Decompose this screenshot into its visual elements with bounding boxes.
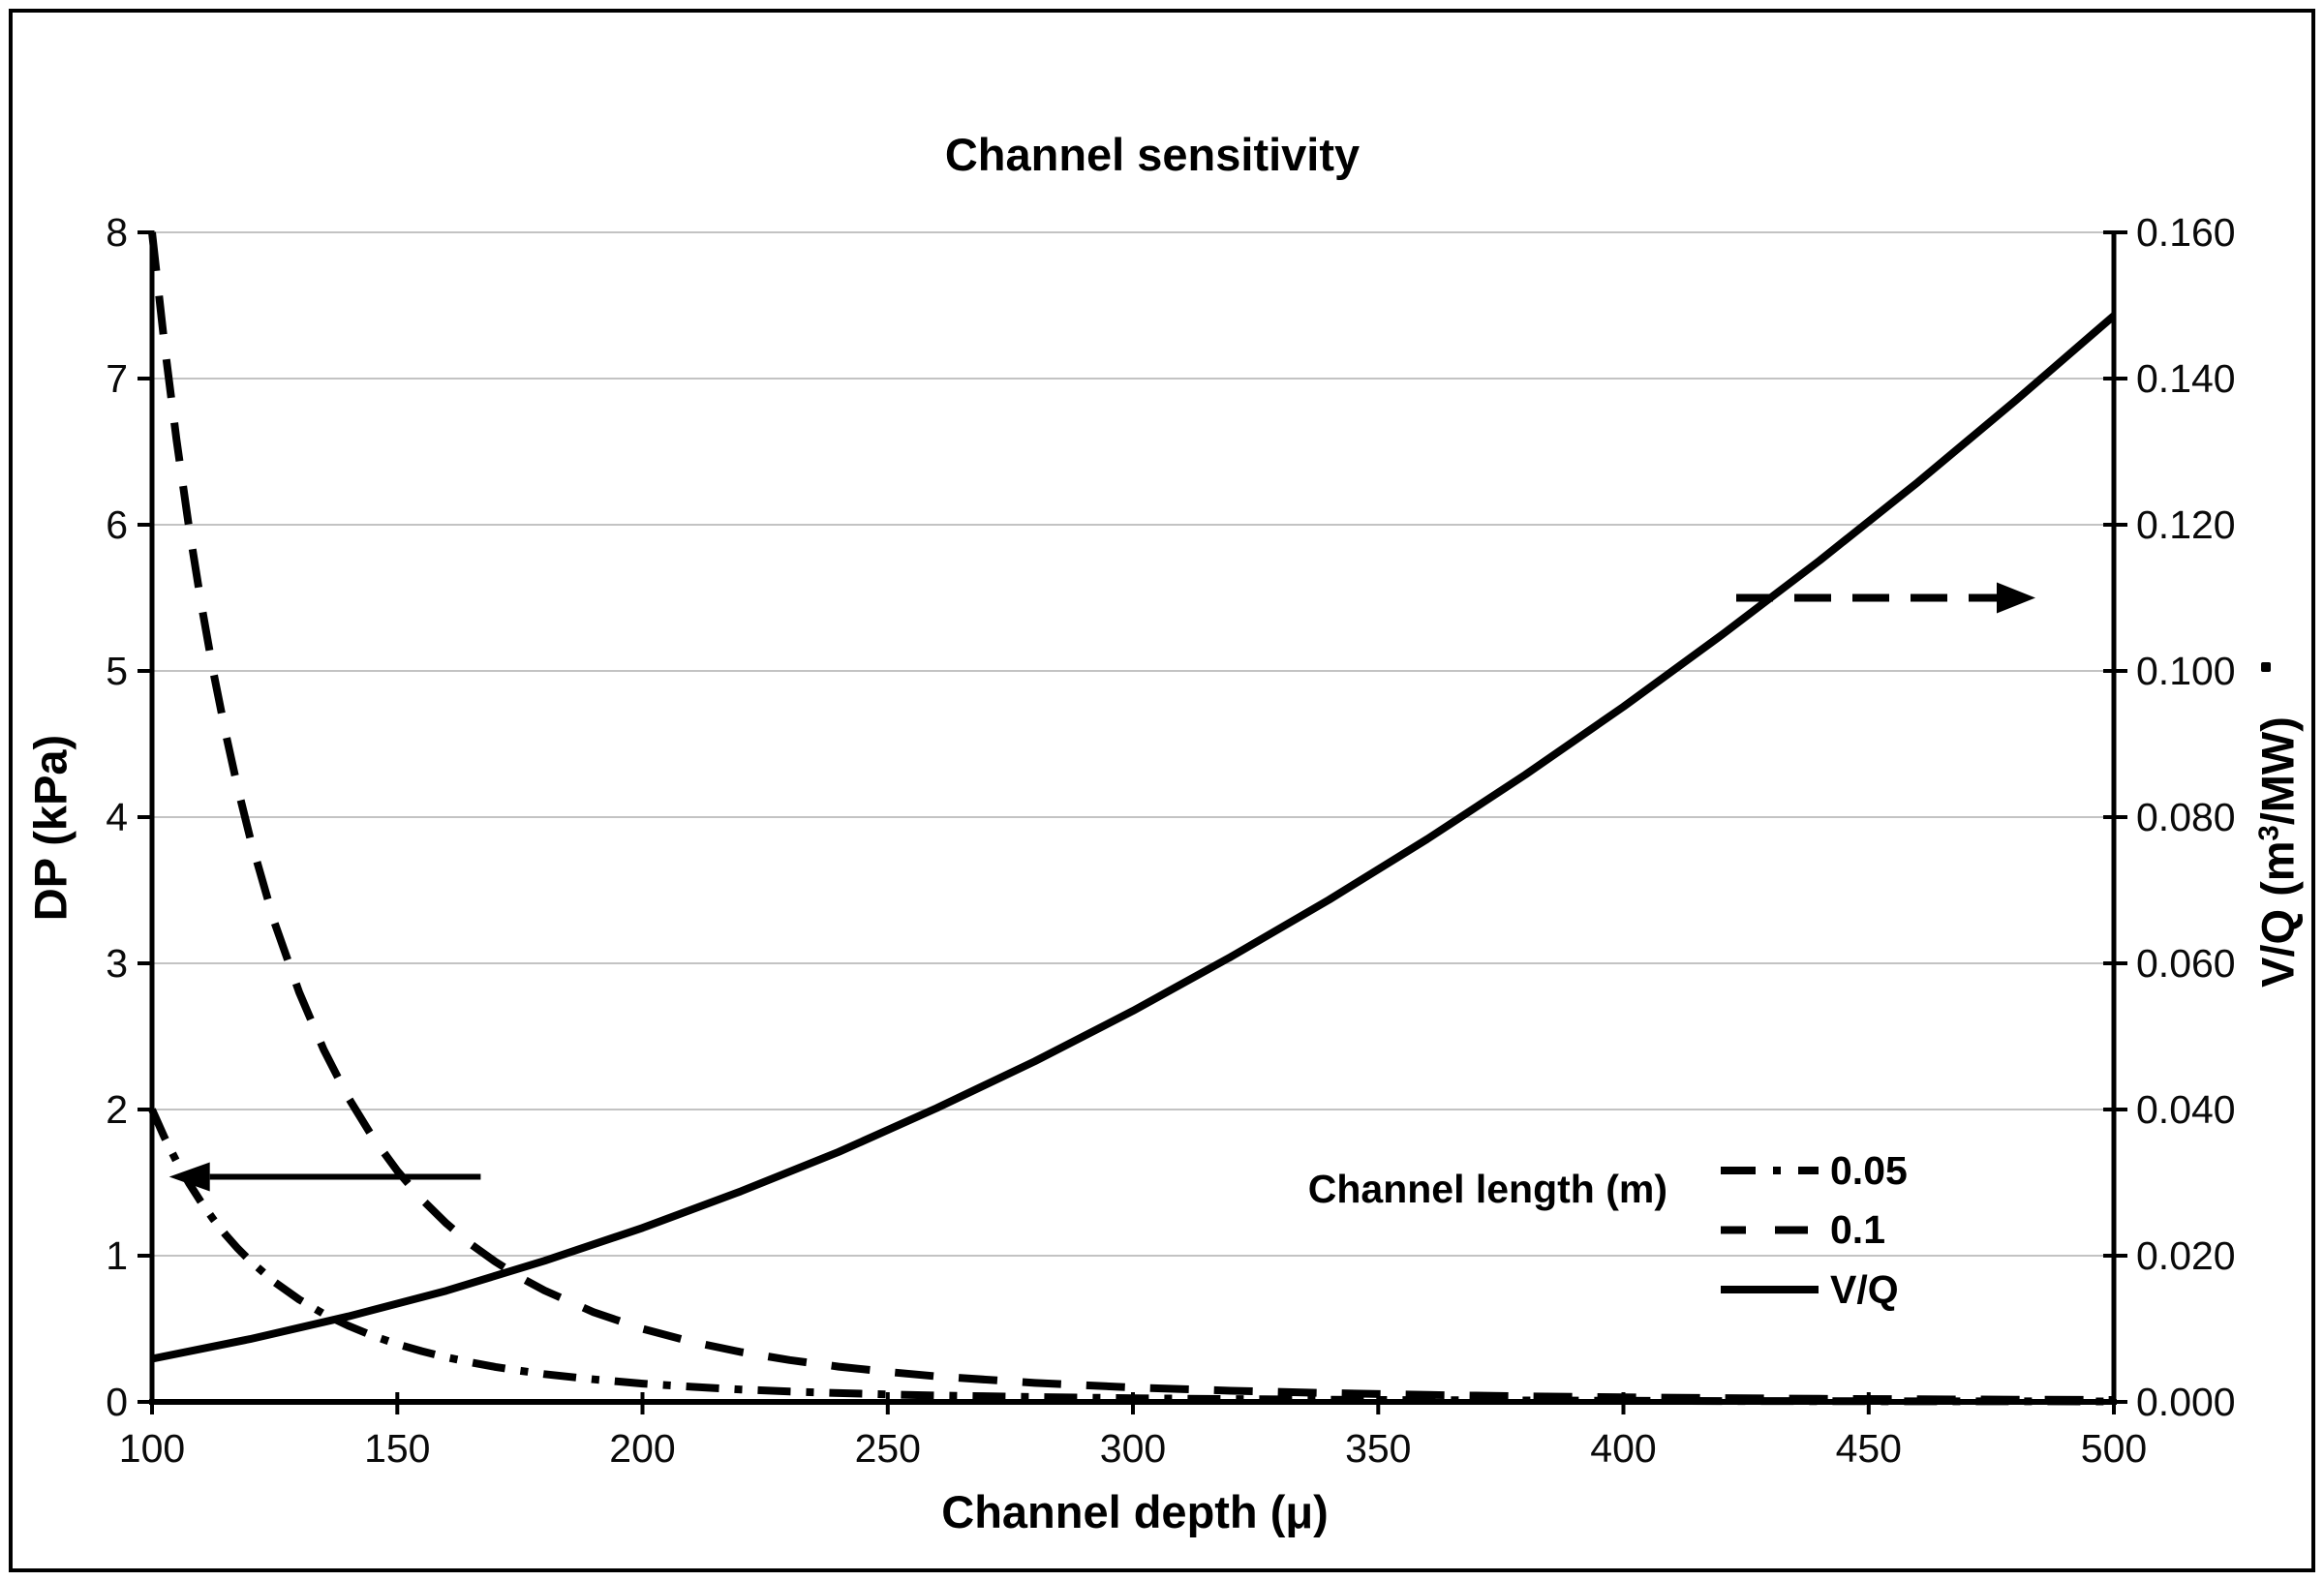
x-axis-tick-label: 350 — [1345, 1426, 1412, 1471]
x-axis-tick-label: 400 — [1590, 1426, 1657, 1471]
series-line-V-Q — [151, 313, 2117, 1363]
y-left-tick-label: 6 — [106, 502, 128, 547]
legend-title: Channel length (m) — [1307, 1167, 1667, 1211]
y-right-tick-label: 0.120 — [2136, 502, 2236, 547]
y-left-tick-label: 8 — [106, 210, 128, 255]
x-axis-tick-label: 150 — [364, 1426, 431, 1471]
legend-label-0.05: 0.05 — [1830, 1148, 1908, 1193]
y-left-tick-label: 4 — [106, 795, 128, 839]
y-right-tick-label: 0.020 — [2136, 1233, 2236, 1278]
x-axis-tick-label: 100 — [118, 1426, 186, 1471]
x-axis-tick-label: 500 — [2080, 1426, 2148, 1471]
x-axis-tick-label: 250 — [854, 1426, 921, 1471]
left-axis-arrow-head — [168, 1162, 210, 1192]
chart-title: Channel sensitivity — [944, 129, 1361, 180]
y-left-tick-label: 2 — [106, 1087, 128, 1132]
x-axis-tick-label: 300 — [1099, 1426, 1167, 1471]
y-right-tick-label: 0.160 — [2136, 210, 2236, 255]
series-line-0.1 — [148, 231, 2115, 1404]
y-right-tick-label: 0.000 — [2136, 1380, 2236, 1424]
stray-period-mark — [2261, 662, 2271, 672]
y-right-tick-label: 0.140 — [2136, 356, 2236, 401]
y-right-tick-label: 0.100 — [2136, 649, 2236, 693]
y-right-tick-label: 0.080 — [2136, 795, 2236, 839]
right-axis-arrow-head — [1997, 582, 2035, 614]
y-right-tick-label: 0.060 — [2136, 941, 2236, 986]
legend-label-0.1: 0.1 — [1830, 1207, 1885, 1252]
series-line-0.05 — [148, 1108, 2115, 1406]
x-axis-tick-label: 450 — [1835, 1426, 1902, 1471]
y-left-tick-label: 0 — [106, 1380, 128, 1424]
y-left-tick-label: 5 — [106, 649, 128, 693]
y-left-tick-label: 1 — [106, 1233, 128, 1278]
figure-border — [9, 9, 2315, 1572]
y-left-tick-label: 7 — [106, 356, 128, 401]
x-axis-tick-label: 200 — [609, 1426, 676, 1471]
y-left-tick-label: 3 — [106, 941, 128, 986]
y-right-tick-label: 0.040 — [2136, 1087, 2236, 1132]
x-axis-title: Channel depth (μ) — [941, 1486, 1329, 1537]
legend-label-vq: V/Q — [1830, 1267, 1899, 1312]
